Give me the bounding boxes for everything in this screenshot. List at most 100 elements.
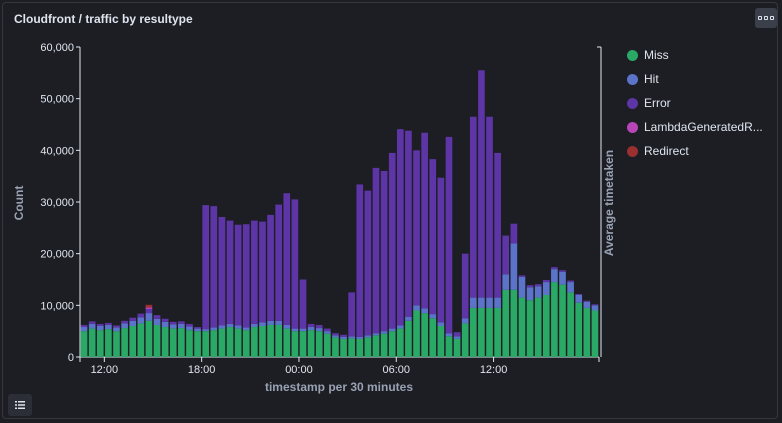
bar-segment-hit[interactable] <box>210 327 218 331</box>
bar-segment-miss[interactable] <box>413 310 420 358</box>
bar-segment-miss[interactable] <box>348 338 355 357</box>
bar-segment-error[interactable] <box>121 320 128 324</box>
bar-segment-miss[interactable] <box>591 310 599 358</box>
bar-segment-miss[interactable] <box>380 333 388 357</box>
bar-segment-miss[interactable] <box>478 307 485 357</box>
bar-segment-miss[interactable] <box>461 323 469 357</box>
bar-segment-error[interactable] <box>429 159 437 315</box>
bar-segment-hit[interactable] <box>356 336 364 339</box>
bar-segment-error[interactable] <box>96 323 104 326</box>
bar-segment-miss[interactable] <box>145 320 153 357</box>
bar-segment-hit[interactable] <box>453 336 461 339</box>
bar-segment-hit[interactable] <box>567 282 574 293</box>
bar-segment-error[interactable] <box>113 325 120 328</box>
bar-segment-miss[interactable] <box>437 326 445 357</box>
bar-segment-error[interactable] <box>397 129 404 326</box>
bar-segment-error[interactable] <box>161 318 169 322</box>
bar-segment-hit[interactable] <box>397 325 404 329</box>
bar-segment-error[interactable] <box>413 150 420 306</box>
bar-segment-error[interactable] <box>315 324 323 329</box>
bar-segment-error[interactable] <box>494 152 501 298</box>
bar-segment-hit[interactable] <box>324 331 331 334</box>
bar-segment-hit[interactable] <box>421 308 428 314</box>
bar-segment-error[interactable] <box>259 221 266 323</box>
bar-segment-hit[interactable] <box>559 271 566 285</box>
bar-segment-error[interactable] <box>307 323 315 328</box>
legend-list-icon[interactable] <box>8 394 32 416</box>
bar-segment-hit[interactable] <box>251 323 258 328</box>
bar-segment-error[interactable] <box>461 253 469 319</box>
bar-segment-error[interactable] <box>291 199 299 329</box>
ellipsis-icon[interactable] <box>755 8 777 28</box>
bar-segment-error[interactable] <box>542 280 550 283</box>
bar-segment-error[interactable] <box>486 116 493 298</box>
bar-segment-error[interactable] <box>129 317 137 321</box>
bar-segment-miss[interactable] <box>429 318 437 357</box>
bar-segment-miss[interactable] <box>226 327 234 357</box>
bar-segment-redirect[interactable] <box>145 304 153 308</box>
bar-segment-hit[interactable] <box>137 317 145 324</box>
bar-segment-error[interactable] <box>372 167 380 334</box>
bar-segment-hit[interactable] <box>194 328 201 332</box>
bar-segment-miss[interactable] <box>234 328 242 357</box>
bar-segment-miss[interactable] <box>502 289 510 357</box>
bar-segment-hit[interactable] <box>348 336 355 339</box>
bar-segment-hit[interactable] <box>283 324 291 329</box>
bar-segment-miss[interactable] <box>534 297 542 357</box>
bar-segment-miss[interactable] <box>178 328 185 357</box>
bar-segment-miss[interactable] <box>307 330 315 357</box>
bar-segment-miss[interactable] <box>486 307 493 357</box>
bar-segment-hit[interactable] <box>88 323 96 329</box>
bar-segment-error[interactable] <box>210 206 218 328</box>
bar-segment-hit[interactable] <box>413 305 420 311</box>
bar-segment-error[interactable] <box>299 279 307 329</box>
bar-segment-error[interactable] <box>453 332 461 337</box>
bar-segment-hit[interactable] <box>429 314 437 319</box>
legend-item-miss[interactable]: Miss <box>627 43 777 67</box>
bar-segment-miss[interactable] <box>518 297 526 357</box>
bar-segment-miss[interactable] <box>251 327 258 357</box>
bar-segment-miss[interactable] <box>405 320 412 357</box>
bar-segment-error[interactable] <box>226 220 234 324</box>
bar-segment-miss[interactable] <box>494 307 501 357</box>
bar-segment-miss[interactable] <box>315 331 323 357</box>
bar-segment-hit[interactable] <box>186 326 193 331</box>
bar-segment-miss[interactable] <box>324 333 331 357</box>
bar-segment-hit[interactable] <box>502 274 510 290</box>
bar-segment-miss[interactable] <box>96 330 104 357</box>
bar-segment-hit[interactable] <box>275 320 282 325</box>
bar-segment-error[interactable] <box>405 130 412 317</box>
bar-segment-hit[interactable] <box>486 297 493 308</box>
bar-segment-miss[interactable] <box>210 330 218 357</box>
bar-segment-hit[interactable] <box>291 328 299 332</box>
bar-segment-error[interactable] <box>153 315 161 319</box>
bar-segment-miss[interactable] <box>299 331 307 357</box>
bar-segment-miss[interactable] <box>575 302 583 357</box>
bar-segment-error[interactable] <box>80 324 88 328</box>
bar-segment-error[interactable] <box>469 116 477 298</box>
bar-segment-hit[interactable] <box>113 327 120 332</box>
bar-segment-hit[interactable] <box>80 327 88 332</box>
bar-segment-miss[interactable] <box>80 331 88 357</box>
bar-segment-hit[interactable] <box>332 335 339 338</box>
bar-segment-error[interactable] <box>567 280 574 283</box>
bar-segment-hit[interactable] <box>372 333 380 336</box>
bar-segment-error[interactable] <box>275 204 282 321</box>
bar-segment-error[interactable] <box>510 223 518 244</box>
bar-segment-error[interactable] <box>575 293 583 295</box>
bar-segment-hit[interactable] <box>307 327 315 331</box>
bar-segment-hit[interactable] <box>129 320 137 326</box>
bar-segment-error[interactable] <box>267 214 274 321</box>
bar-segment-error[interactable] <box>332 333 339 336</box>
bar-segment-hit[interactable] <box>105 324 112 330</box>
bar-segment-error[interactable] <box>340 334 347 337</box>
bar-segment-hit[interactable] <box>234 325 242 329</box>
bar-segment-miss[interactable] <box>259 326 266 357</box>
legend-item-hit[interactable]: Hit <box>627 67 777 91</box>
bar-segment-error[interactable] <box>364 190 372 336</box>
bar-segment-error[interactable] <box>437 177 445 323</box>
bar-segment-hit[interactable] <box>469 297 477 308</box>
bar-segment-miss[interactable] <box>194 331 201 357</box>
bar-segment-error[interactable] <box>105 322 112 325</box>
bar-segment-error[interactable] <box>518 275 526 277</box>
